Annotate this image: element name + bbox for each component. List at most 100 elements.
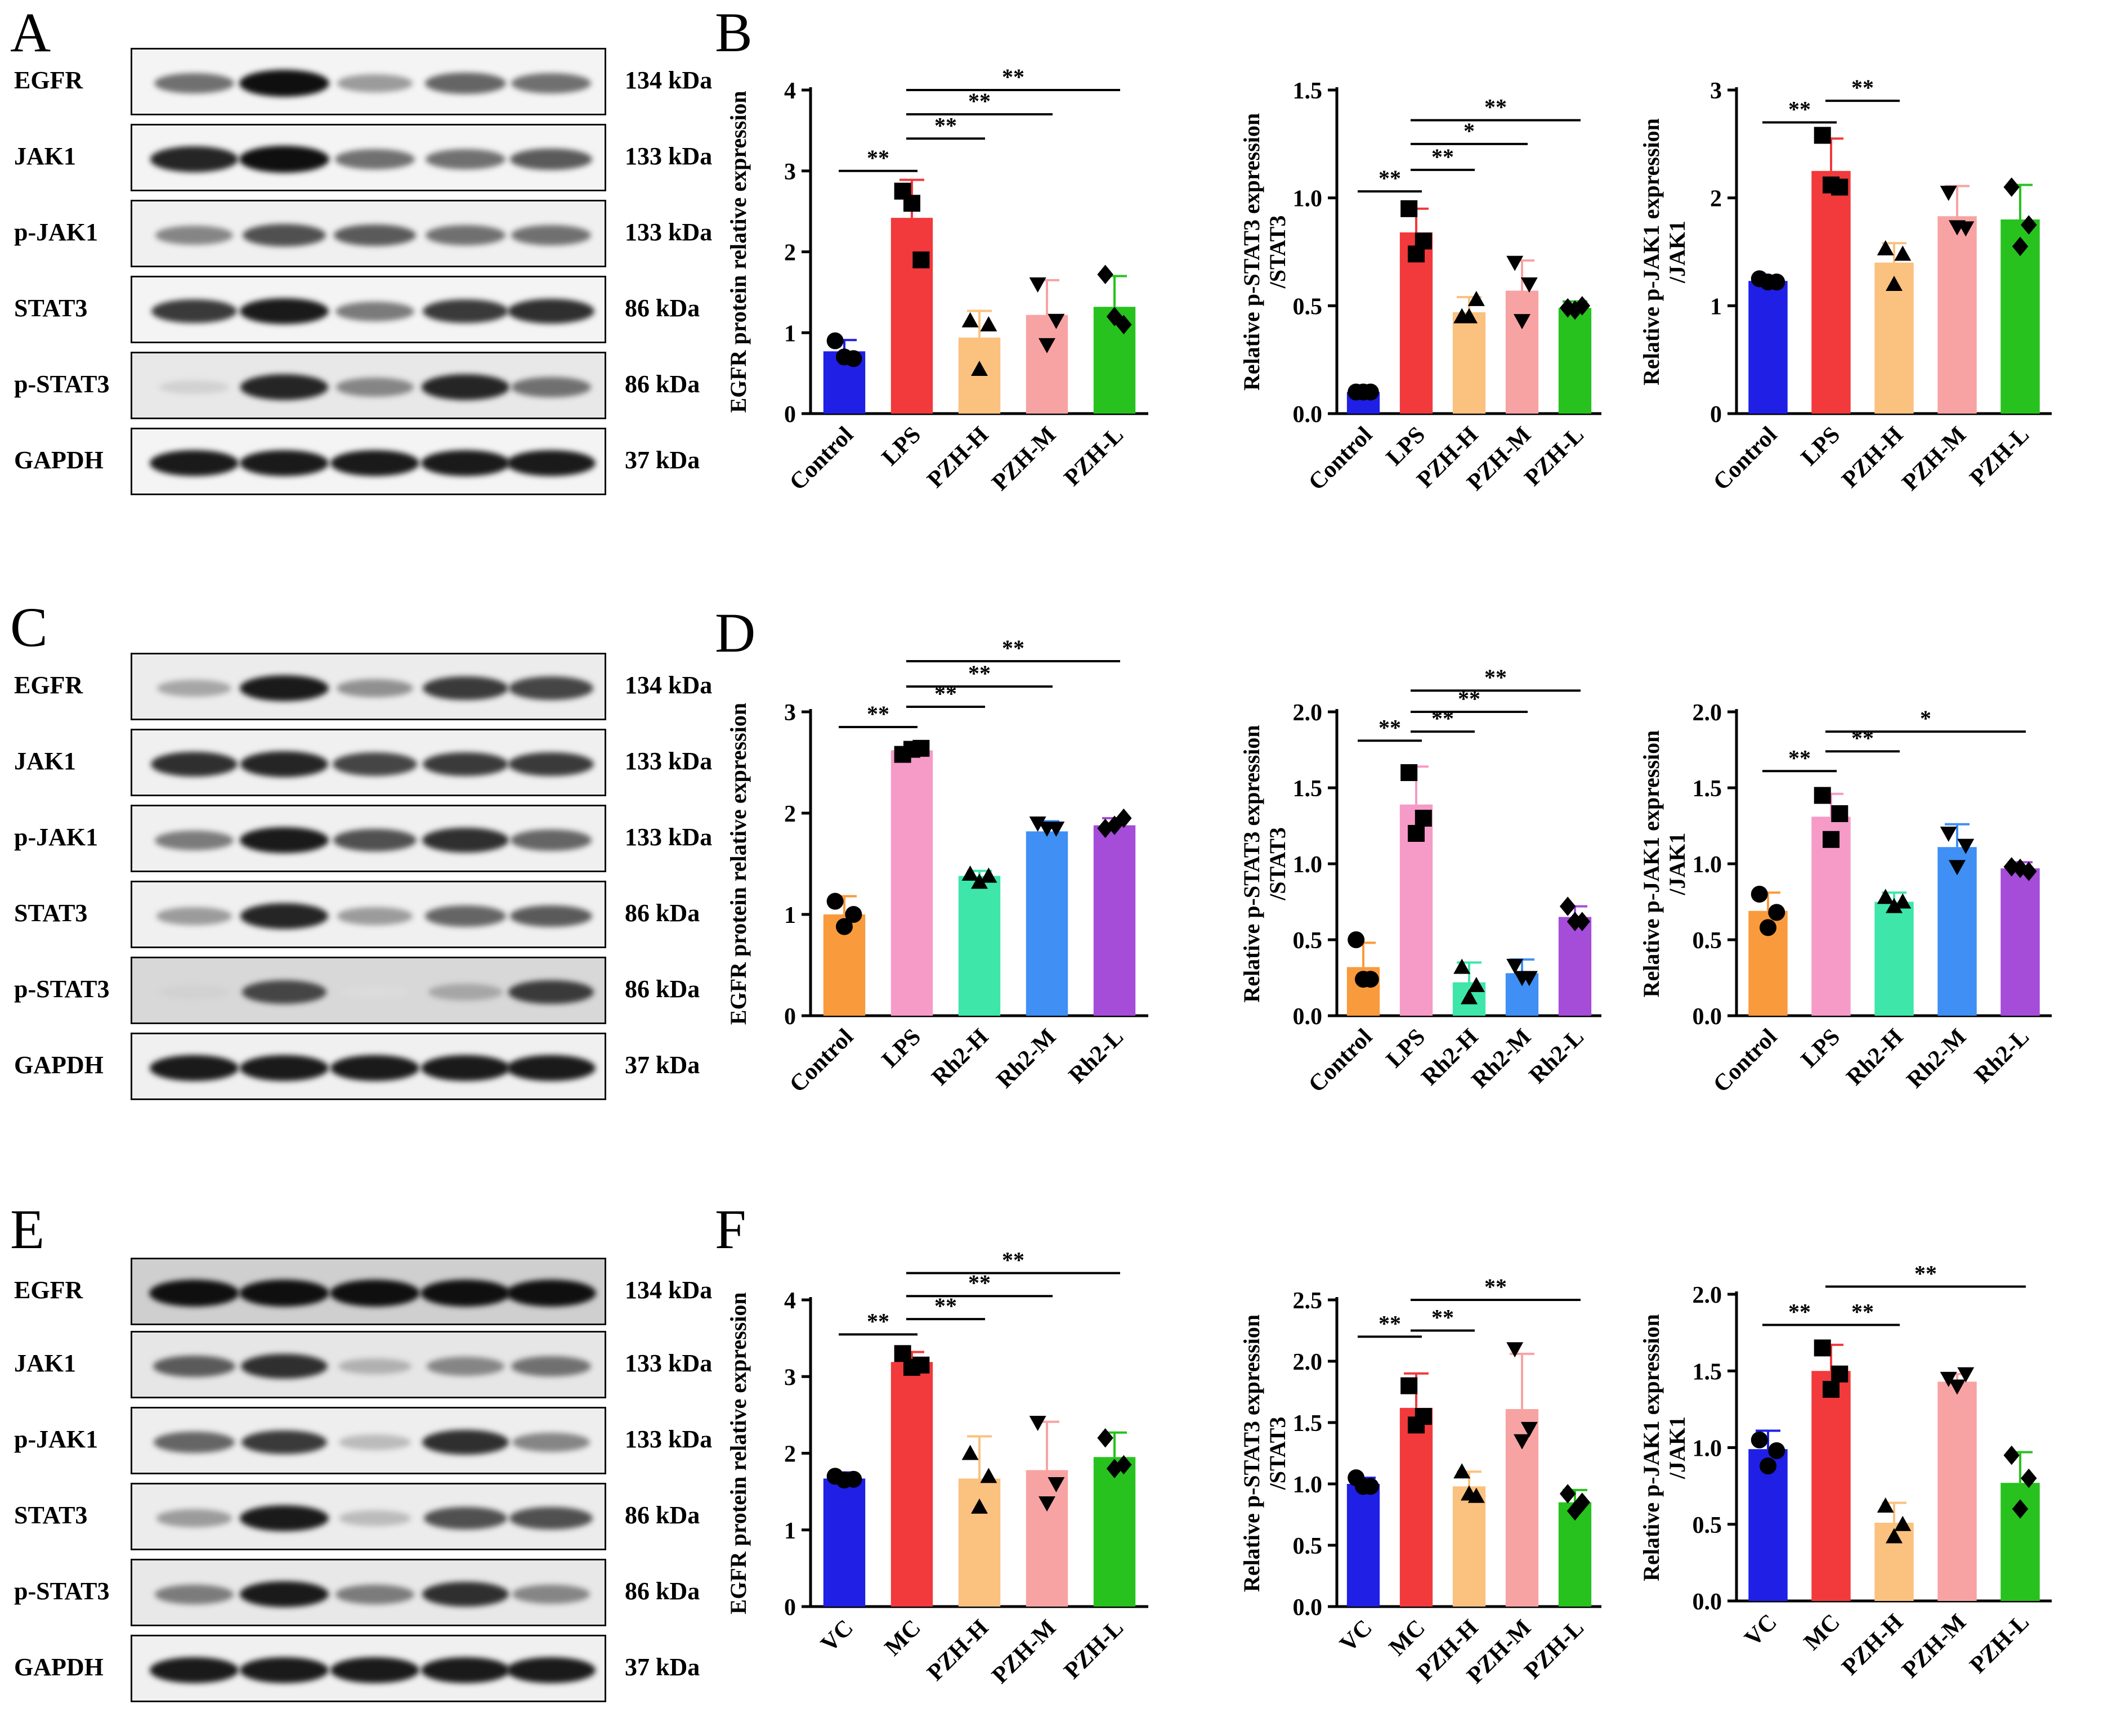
y-axis-label: /JAK1 (1664, 832, 1690, 895)
blot-band (239, 146, 330, 173)
blot-kda-label: 86 kDa (625, 370, 700, 398)
y-tick-label: 1.0 (1293, 186, 1323, 212)
data-point (1814, 787, 1831, 804)
data-point (961, 312, 979, 328)
blot-row-label: EGFR (14, 671, 83, 699)
blot-band (509, 148, 592, 171)
x-tick-label: PZH-H (1837, 1609, 1908, 1681)
y-tick-label: 2 (1710, 186, 1722, 212)
data-point (1039, 338, 1055, 353)
blot-band (426, 1357, 504, 1376)
y-tick-label: 2.0 (1693, 700, 1722, 726)
x-tick-label: PZH-L (1059, 1615, 1129, 1684)
blot-band (428, 984, 503, 1001)
data-point (1097, 818, 1113, 838)
data-point (1514, 971, 1530, 986)
x-tick-label: PZH-M (987, 422, 1061, 496)
blot-kda-label: 86 kDa (625, 899, 700, 927)
x-tick-label: LPS (877, 422, 926, 471)
x-tick-label: MC (1799, 1609, 1845, 1656)
blot-kda-label: 37 kDa (625, 446, 700, 474)
blot-band (154, 73, 234, 94)
x-tick-label: Rh2-L (1524, 1024, 1589, 1089)
data-point (1408, 1416, 1425, 1434)
bar (1811, 817, 1851, 1016)
data-point (1886, 898, 1903, 913)
blot-band (156, 907, 232, 925)
data-point (980, 1468, 997, 1483)
y-tick-label: 0 (1710, 402, 1722, 428)
y-tick-label: 2 (784, 801, 796, 827)
data-point (1029, 1416, 1046, 1431)
y-axis-label: EGFR protein relative expression (726, 703, 751, 1025)
data-point (1823, 831, 1840, 848)
blot-band (507, 298, 594, 324)
blot-strip (131, 1407, 606, 1474)
data-point (971, 1498, 988, 1514)
blot-band (239, 1280, 330, 1307)
blot-band (337, 74, 413, 92)
blot-row-label: GAPDH (14, 1653, 104, 1681)
blot-kda-label: 133 kDa (625, 1425, 713, 1453)
bar (1399, 232, 1433, 414)
y-tick-label: 0.5 (1293, 928, 1323, 954)
y-axis-label: /STAT3 (1265, 216, 1290, 289)
blot-strip (131, 805, 606, 872)
blot-band (241, 1353, 328, 1379)
blot-band (425, 149, 505, 170)
blot-band (510, 829, 592, 851)
significance-label: ** (968, 1270, 991, 1295)
blot-strip (131, 1559, 606, 1626)
blot-strip (131, 48, 606, 115)
y-tick-label: 4 (784, 1288, 796, 1314)
data-point (1567, 1501, 1583, 1521)
x-tick-label: Control (785, 1024, 858, 1098)
y-axis-label: Relative p-STAT3 expression (1239, 1315, 1264, 1592)
data-point (1823, 176, 1840, 194)
blot-strip (131, 729, 606, 796)
significance-label: ** (867, 145, 889, 171)
blot-band (240, 1505, 329, 1532)
data-point (903, 195, 920, 212)
blot-band (151, 299, 237, 324)
blot-kda-label: 134 kDa (625, 671, 713, 699)
blot-band (335, 1584, 414, 1604)
data-point (2003, 177, 2020, 197)
data-point (1029, 277, 1046, 293)
y-tick-label: 3 (784, 700, 796, 726)
blot-band (425, 225, 505, 246)
y-tick-label: 0.0 (1693, 1589, 1722, 1615)
x-tick-label: PZH-L (1520, 422, 1589, 491)
blot-band (153, 1355, 235, 1378)
blot-band (420, 1280, 511, 1307)
blot-strip (131, 200, 606, 267)
data-point (1831, 1365, 1849, 1383)
blot-band (240, 450, 329, 477)
blot-band (240, 1581, 329, 1608)
bar (890, 1362, 933, 1607)
blot-row-label: STAT3 (14, 899, 88, 927)
blot-row-label: GAPDH (14, 446, 104, 474)
data-point (1760, 1457, 1776, 1475)
blot-band (422, 1429, 509, 1455)
data-point (1949, 1379, 1966, 1395)
blot-band (153, 1432, 235, 1453)
data-point (1940, 186, 1957, 201)
blot-band (338, 1434, 411, 1450)
y-tick-label: 0.0 (1293, 1004, 1323, 1030)
x-tick-label: Rh2-H (1842, 1024, 1908, 1091)
x-tick-label: MC (1384, 1615, 1430, 1661)
y-axis-label: Relative p-STAT3 expression (1239, 725, 1264, 1002)
y-tick-label: 0.0 (1293, 402, 1323, 428)
blot-strip (131, 1483, 606, 1550)
blot-strip (131, 428, 606, 495)
blot-row-label: EGFR (14, 66, 83, 94)
y-axis-label: Relative p-STAT3 expression (1239, 113, 1264, 391)
blot-band (149, 1657, 239, 1684)
data-point (2021, 1468, 2037, 1488)
data-point (1877, 240, 1894, 255)
y-tick-label: 1.5 (1293, 1411, 1323, 1437)
blot-band (424, 905, 506, 927)
blot-band (422, 752, 508, 777)
data-point (1768, 1442, 1785, 1459)
